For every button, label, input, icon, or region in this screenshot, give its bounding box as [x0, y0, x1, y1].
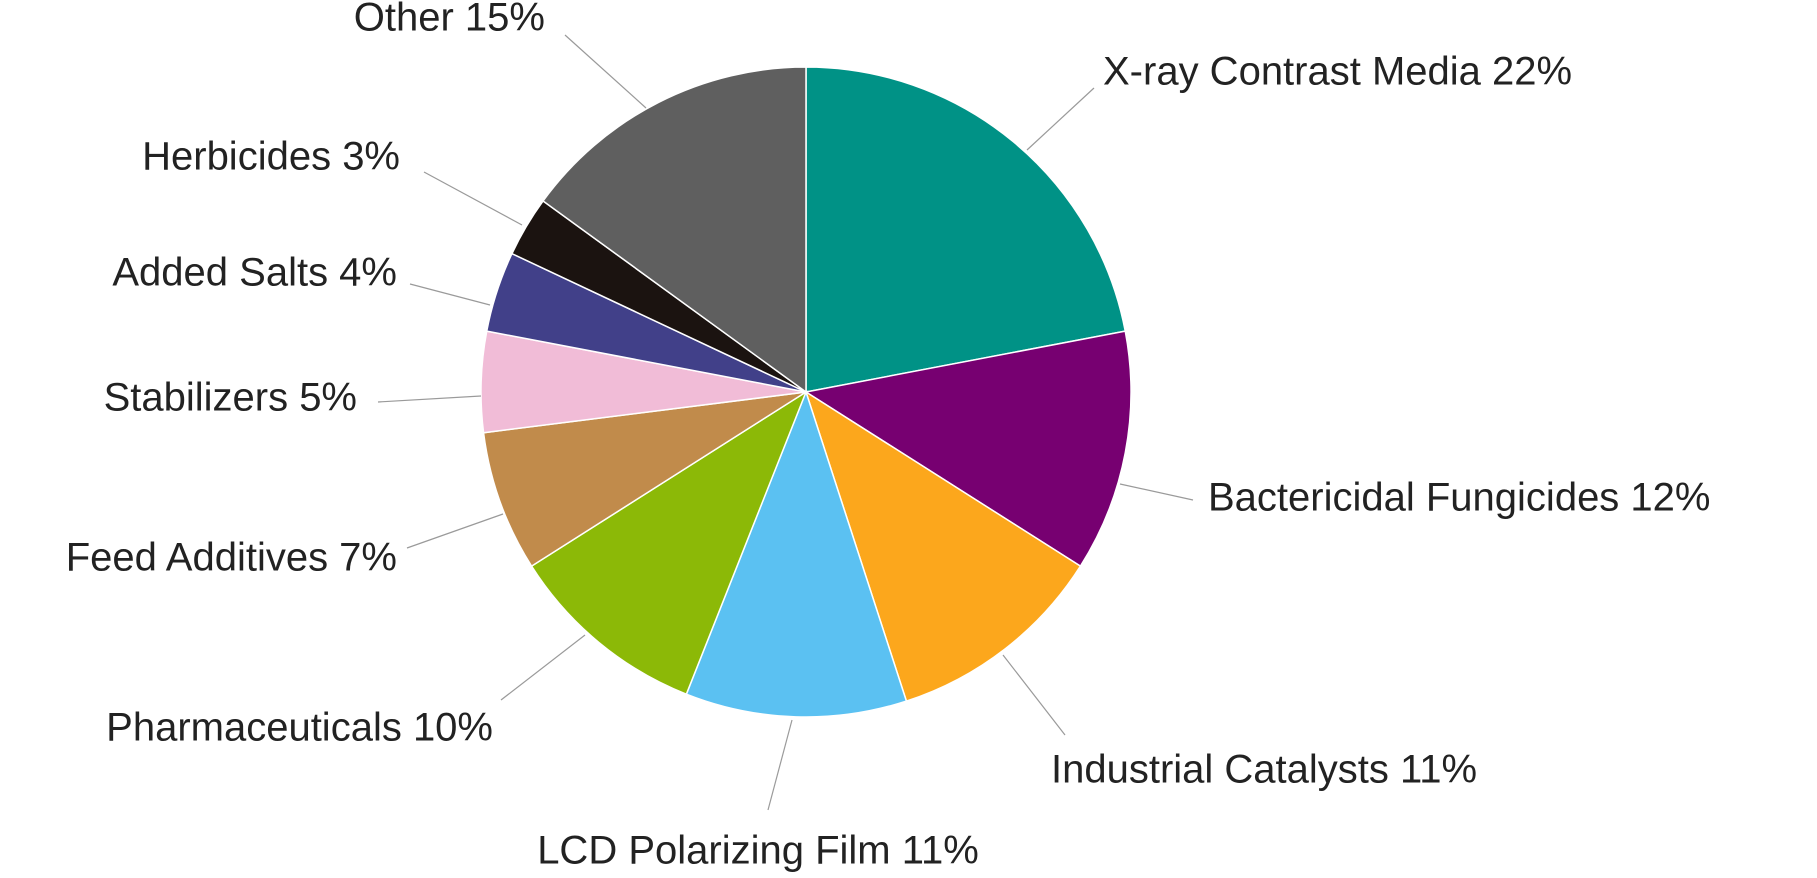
slice-label-feed-additives: Feed Additives 7%	[66, 536, 397, 580]
slice-label-lcd-polarizing-film: LCD Polarizing Film 11%	[537, 829, 979, 873]
pie-slice-x-ray-contrast-media	[805, 66, 1127, 393]
slice-label-stabilizers: Stabilizers 5%	[104, 376, 357, 420]
leader-line-bactericidal-fungicides	[1119, 483, 1194, 501]
slice-label-pharmaceuticals: Pharmaceuticals 10%	[106, 706, 493, 750]
slice-label-x-ray-contrast-media: X-ray Contrast Media 22%	[1103, 50, 1572, 94]
leader-line-pharmaceuticals	[500, 634, 586, 701]
leader-line-feed-additives	[406, 513, 504, 549]
pie-slice-bactericidal-fungicides	[803, 330, 1132, 568]
leader-lines	[377, 34, 1194, 811]
slice-label-industrial-catalysts: Industrial Catalysts 11%	[1051, 748, 1477, 792]
pie-slice-industrial-catalysts	[804, 390, 1082, 703]
slice-label-other: Other 15%	[354, 0, 545, 40]
leader-line-other	[564, 34, 647, 109]
slice-label-herbicides: Herbicides 3%	[142, 135, 400, 179]
leader-line-herbicides	[423, 171, 523, 226]
pie-slice-other	[542, 66, 807, 394]
pie-slice-lcd-polarizing-film	[685, 389, 908, 718]
pie-slices	[480, 66, 1132, 718]
leader-line-industrial-catalysts	[1002, 654, 1066, 736]
slice-label-added-salts: Added Salts 4%	[112, 251, 397, 295]
slice-label-bactericidal-fungicides: Bactericidal Fungicides 12%	[1208, 476, 1710, 520]
slice-labels: X-ray Contrast Media 22% Bactericidal Fun…	[66, 0, 1711, 873]
pie-slice-pharmaceuticals	[530, 390, 808, 696]
leader-line-lcd-polarizing-film	[767, 719, 793, 811]
leader-line-stabilizers	[377, 395, 482, 403]
pie-slice-feed-additives	[482, 391, 807, 568]
leader-line-x-ray-contrast-media	[1026, 87, 1095, 151]
leader-line-added-salts	[409, 283, 491, 306]
